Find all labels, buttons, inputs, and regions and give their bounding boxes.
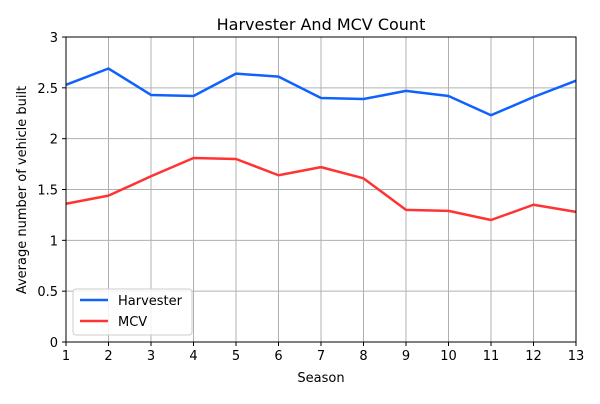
x-tick-label: 8 <box>359 349 367 364</box>
x-tick-label: 6 <box>274 349 282 364</box>
x-tick-label: 7 <box>317 349 325 364</box>
x-tick-label: 4 <box>189 349 197 364</box>
y-tick-label: 1 <box>50 234 58 249</box>
series-line-harvester <box>65 67 577 117</box>
x-tick-label: 11 <box>483 349 500 364</box>
y-tick-label: 2 <box>50 133 58 148</box>
x-tick-label: 13 <box>568 349 585 364</box>
x-axis-label: Season <box>297 371 344 386</box>
y-tick-label: 3 <box>50 31 58 46</box>
x-tick-label: 12 <box>525 349 542 364</box>
legend-label: Harvester <box>118 294 183 309</box>
x-tick-label: 2 <box>104 349 112 364</box>
series-line-mcv <box>65 156 577 222</box>
y-tick-label: 2.5 <box>37 82 58 97</box>
y-axis-label: Average number of vehicle built <box>15 86 30 294</box>
x-tick-label: 3 <box>147 349 155 364</box>
legend-label: MCV <box>118 315 147 330</box>
chart-title: Harvester And MCV Count <box>217 15 426 34</box>
y-tick-label: 0.5 <box>37 285 58 300</box>
y-tick-label: 1.5 <box>37 184 58 199</box>
y-tick-label: 0 <box>50 336 58 351</box>
legend: Harvester MCV <box>72 288 193 336</box>
x-tick-label: 1 <box>62 349 70 364</box>
x-tick-label: 10 <box>440 349 457 364</box>
x-tick-label: 5 <box>232 349 240 364</box>
x-tick-label: 9 <box>402 349 410 364</box>
